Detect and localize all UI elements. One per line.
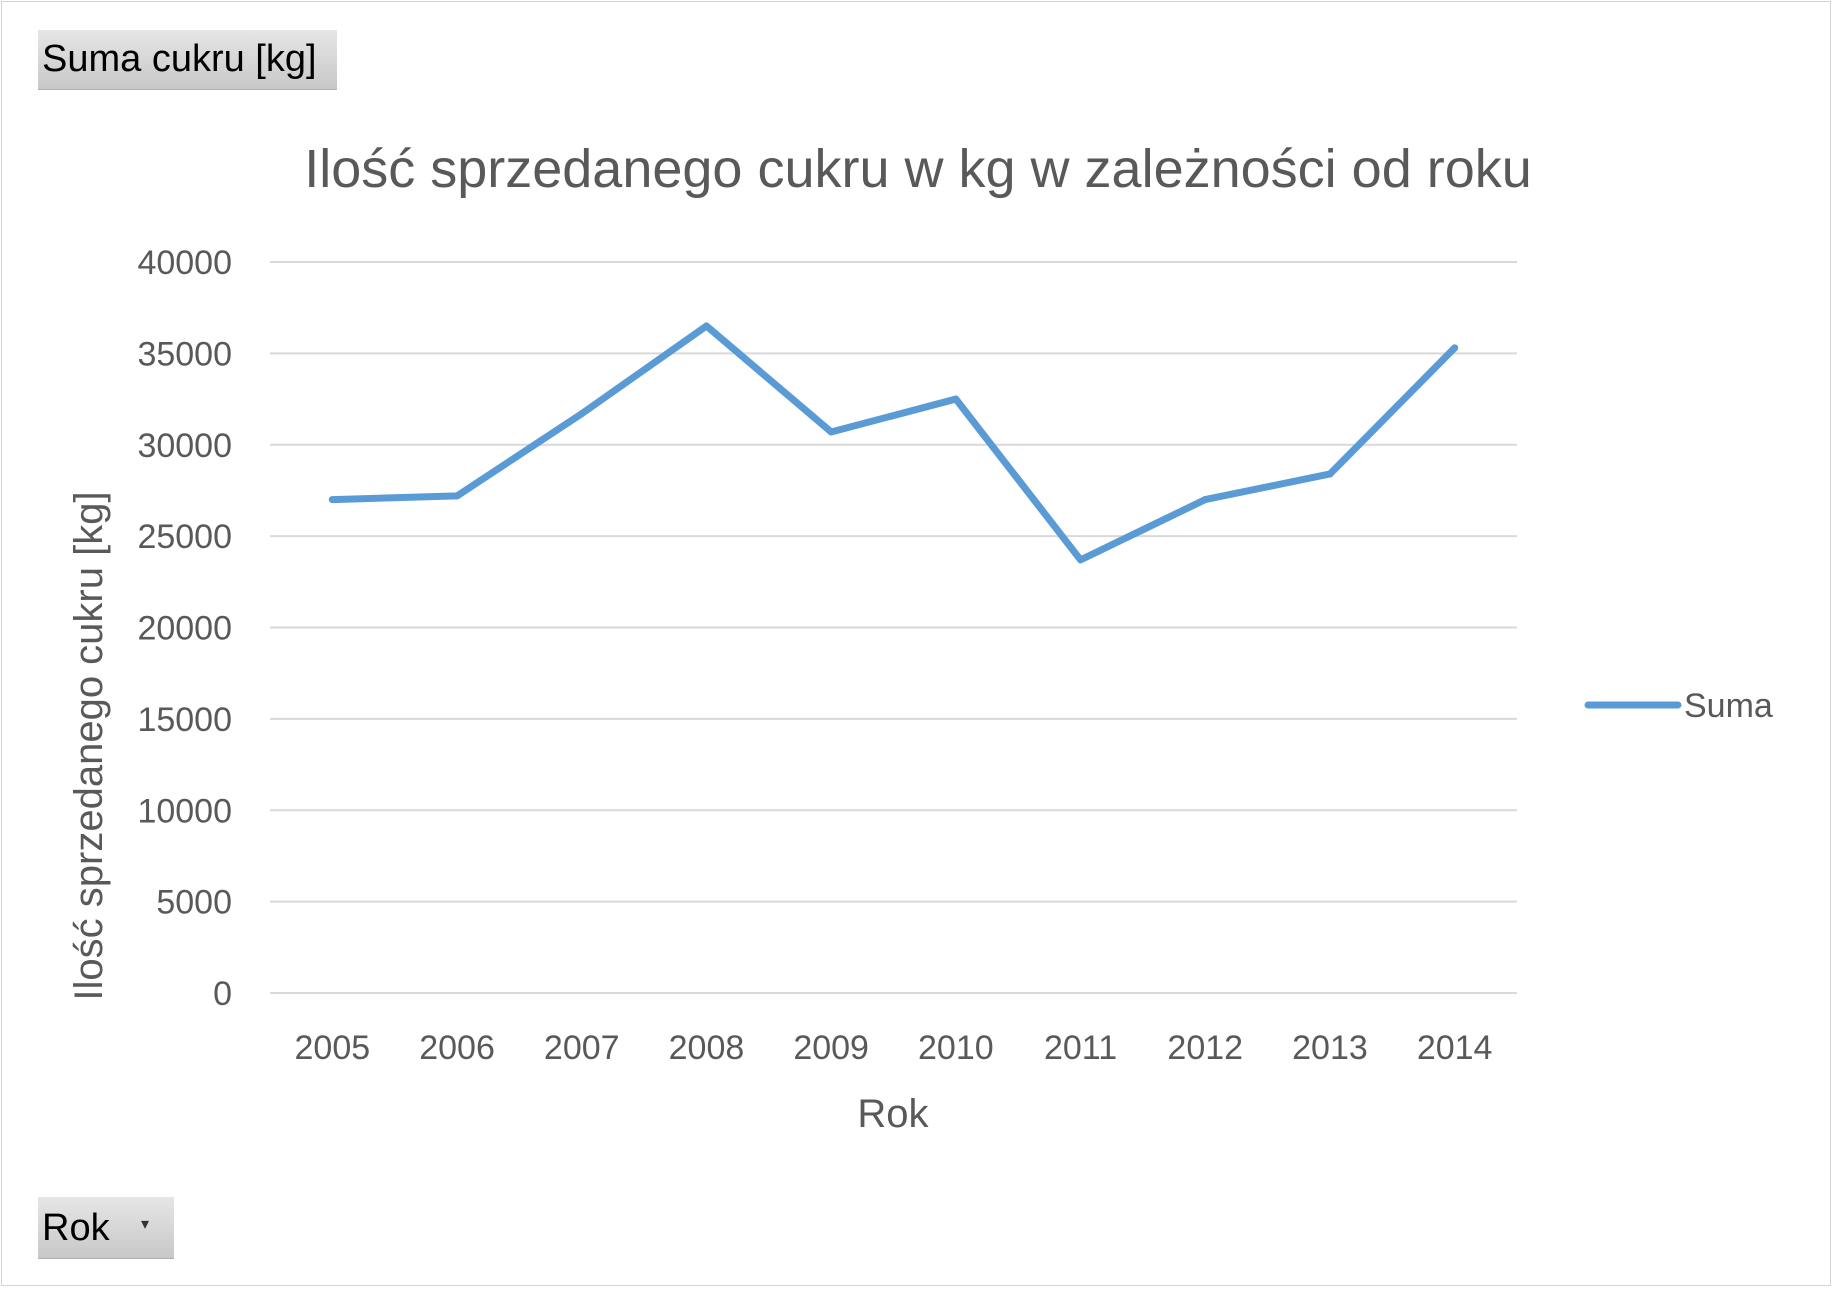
series-line-suma (328, 322, 1459, 564)
data-point (578, 410, 586, 418)
x-tick-label: 2012 (1167, 1029, 1243, 1067)
y-tick-label: 35000 (137, 335, 232, 373)
values-field-button[interactable]: Suma cukru [kg] (38, 30, 337, 90)
gridlines (270, 261, 1517, 994)
y-tick-label: 10000 (137, 792, 232, 830)
x-tick-label: 2010 (918, 1029, 994, 1067)
y-tick-label: 25000 (137, 518, 232, 556)
y-tick-label: 20000 (137, 610, 232, 648)
x-tick-label: 2009 (793, 1029, 869, 1067)
values-field-label: Suma cukru [kg] (42, 38, 317, 80)
data-point (1326, 470, 1334, 478)
legend-label-suma: Suma (1684, 687, 1773, 725)
y-tick-label: 30000 (137, 427, 232, 465)
axis-field-button[interactable]: Rok ▾ (38, 1197, 174, 1259)
data-point (827, 428, 835, 436)
x-axis-ticks: 2005 2006 2007 2008 2009 2010 2011 2012 2013 2014 (295, 1029, 1493, 1067)
series-group (328, 322, 1459, 564)
y-tick-label: 15000 (137, 701, 232, 739)
data-point (952, 395, 960, 403)
x-tick-label: 2011 (1044, 1029, 1117, 1067)
data-point (1201, 496, 1209, 504)
x-tick-label: 2005 (295, 1029, 371, 1067)
y-tick-label: 40000 (137, 244, 232, 282)
chart-title: Ilość sprzedanego cukru w kg w zależnośc… (304, 139, 1532, 199)
x-tick-label: 2013 (1292, 1029, 1368, 1067)
y-tick-label: 0 (213, 975, 232, 1013)
data-point (702, 322, 710, 330)
x-tick-label: 2006 (419, 1029, 495, 1067)
data-point (1077, 556, 1085, 564)
x-axis-title: Rok (857, 1092, 929, 1136)
legend: Suma (1584, 687, 1773, 725)
data-point (1451, 344, 1459, 352)
y-axis-ticks: 0 5000 10000 15000 20000 25000 30000 35000 40000 (137, 244, 232, 1013)
x-tick-label: 2014 (1417, 1029, 1493, 1067)
data-point (453, 492, 461, 500)
x-tick-label: 2007 (544, 1029, 620, 1067)
x-tick-label: 2008 (669, 1029, 745, 1067)
dropdown-arrow-icon[interactable]: ▾ (141, 1216, 150, 1233)
data-point (328, 496, 336, 504)
axis-field-label: Rok (42, 1207, 110, 1249)
y-axis-title: Ilość sprzedanego cukru [kg] (67, 491, 111, 1000)
y-tick-label: 5000 (156, 884, 232, 922)
